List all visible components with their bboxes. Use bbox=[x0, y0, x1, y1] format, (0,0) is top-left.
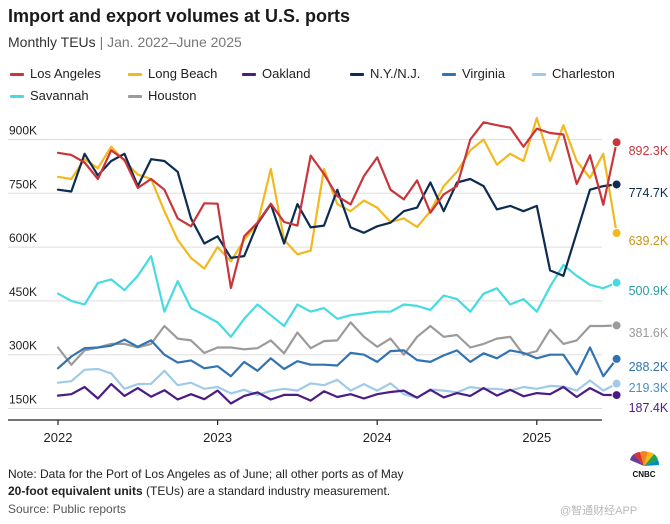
legend-swatch bbox=[532, 73, 546, 77]
teu-definition: 20-foot equivalent units (TEUs) are a st… bbox=[8, 484, 390, 498]
y-tick-label: 750K bbox=[9, 177, 37, 191]
end-point-savannah bbox=[611, 277, 622, 288]
end-label-virginia: 288.2K bbox=[629, 360, 669, 374]
cnbc-logo: CNBC bbox=[630, 451, 660, 479]
end-point-long-beach bbox=[611, 228, 622, 239]
end-label-n-y-n-j: 774.7K bbox=[629, 186, 669, 200]
end-point-los-angeles bbox=[611, 137, 622, 148]
footnote: Note: Data for the Port of Los Angeles a… bbox=[8, 467, 404, 481]
series-line-savannah bbox=[56, 255, 618, 338]
end-point-virginia bbox=[611, 353, 622, 364]
end-label-houston: 381.6K bbox=[629, 326, 669, 340]
y-tick-label: 900K bbox=[9, 124, 37, 138]
subtitle-main: Monthly TEUs bbox=[8, 34, 96, 50]
legend-item-oakland: Oakland bbox=[242, 66, 310, 81]
legend-swatch bbox=[10, 95, 24, 99]
end-label-savannah: 500.9K bbox=[629, 284, 669, 298]
legend-label: Long Beach bbox=[148, 66, 218, 81]
end-label-los-angeles: 892.3K bbox=[629, 144, 669, 158]
legend-label: Houston bbox=[148, 88, 197, 103]
teu-term: 20-foot equivalent units bbox=[8, 484, 143, 498]
x-tick-label: 2025 bbox=[522, 430, 551, 445]
legend-swatch bbox=[128, 73, 142, 77]
chart-title: Import and export volumes at U.S. ports bbox=[8, 6, 351, 26]
legend-label: Savannah bbox=[30, 88, 89, 103]
legend-swatch bbox=[350, 73, 364, 77]
legend-label: Virginia bbox=[462, 66, 506, 81]
legend-item-houston: Houston bbox=[128, 88, 196, 103]
end-label-long-beach: 639.2K bbox=[629, 234, 669, 248]
watermark: @智通财经APP bbox=[560, 505, 638, 517]
end-point-n-y-n-j bbox=[611, 179, 622, 190]
chart-subtitle: Monthly TEUs | Jan. 2022–June 2025 bbox=[8, 34, 242, 50]
x-tick-label: 2024 bbox=[363, 430, 392, 445]
legend-label: Oakland bbox=[262, 66, 311, 81]
x-tick-label: 2023 bbox=[203, 430, 232, 445]
subtitle-range: Jan. 2022–June 2025 bbox=[107, 34, 242, 50]
series-line-houston bbox=[56, 321, 618, 366]
legend-item-virginia: Virginia bbox=[442, 66, 505, 81]
legend-item-n-y-n-j: N.Y./N.J. bbox=[350, 66, 420, 81]
legend-swatch bbox=[128, 95, 142, 99]
end-label-charleston: 219.3K bbox=[629, 381, 669, 395]
source-note: Source: Public reports bbox=[8, 502, 127, 516]
legend-swatch bbox=[442, 73, 456, 77]
y-tick-label: 600K bbox=[9, 231, 37, 245]
end-point-charleston bbox=[611, 378, 622, 389]
legend-item-los-angeles: Los Angeles bbox=[10, 66, 101, 81]
y-tick-label: 300K bbox=[9, 339, 37, 353]
end-point-houston bbox=[611, 320, 622, 331]
teu-description: (TEUs) are a standard industry measureme… bbox=[142, 484, 391, 498]
legend-label: N.Y./N.J. bbox=[370, 66, 421, 81]
subtitle-separator: | bbox=[99, 34, 104, 50]
series-line-los-angeles bbox=[56, 121, 618, 290]
legend-swatch bbox=[10, 73, 24, 77]
series-line-virginia bbox=[56, 338, 618, 378]
legend-swatch bbox=[242, 73, 256, 77]
legend-item-charleston: Charleston bbox=[532, 66, 615, 81]
series-line-n-y-n-j bbox=[56, 152, 618, 277]
legend-item-long-beach: Long Beach bbox=[128, 66, 217, 81]
legend-label: Charleston bbox=[552, 66, 615, 81]
y-tick-label: 150K bbox=[9, 393, 37, 407]
logo-text: CNBC bbox=[632, 470, 655, 479]
series-line-oakland bbox=[56, 383, 618, 405]
legend-label: Los Angeles bbox=[30, 66, 101, 81]
series-line-charleston bbox=[56, 367, 618, 399]
legend-item-savannah: Savannah bbox=[10, 88, 89, 103]
end-label-oakland: 187.4K bbox=[629, 401, 669, 415]
y-tick-label: 450K bbox=[9, 285, 37, 299]
x-tick-label: 2022 bbox=[44, 430, 73, 445]
end-point-oakland bbox=[611, 390, 622, 401]
